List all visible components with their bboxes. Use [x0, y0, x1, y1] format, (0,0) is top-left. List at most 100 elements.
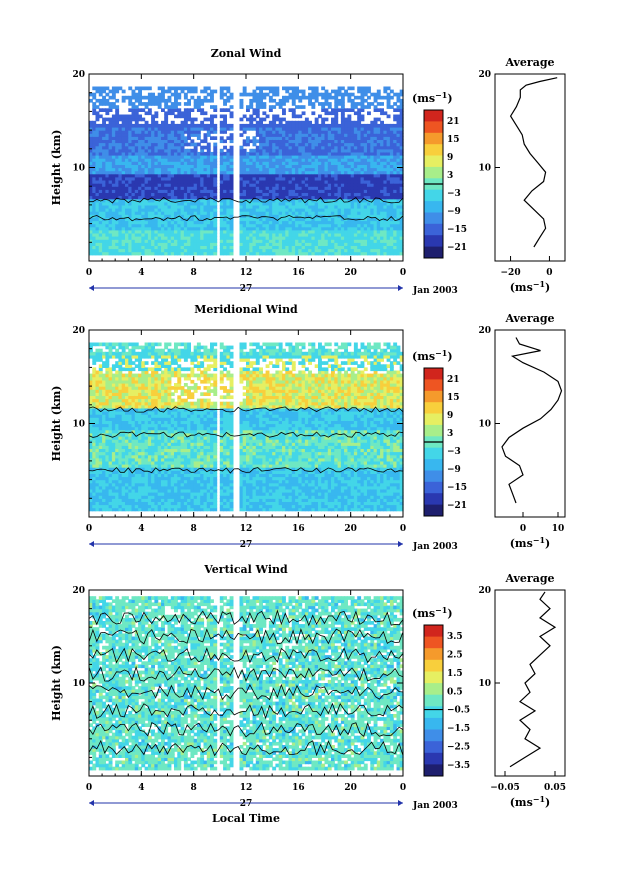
heatmap-cell — [128, 183, 133, 187]
heatmap-cell — [272, 130, 277, 134]
heatmap-cell — [246, 105, 250, 109]
heatmap-cell — [183, 236, 188, 240]
heatmap-cell — [229, 217, 234, 222]
heatmap-cell — [226, 251, 231, 256]
heatmap-cell — [164, 142, 169, 147]
heatmap-cell — [118, 117, 123, 122]
heatmap-cell — [164, 102, 169, 106]
heatmap-cell — [161, 183, 165, 187]
heatmap-cell — [295, 170, 299, 175]
heatmap-cell — [288, 139, 293, 144]
heatmap-cell — [111, 86, 116, 91]
heatmap-cell — [183, 151, 188, 156]
heatmap-cell — [203, 251, 208, 256]
heatmap-cell — [157, 192, 162, 197]
heatmap-cell — [288, 229, 293, 234]
heatmap-cell — [196, 242, 201, 246]
heatmap-cell — [239, 183, 244, 187]
heatmap-cell — [249, 155, 254, 159]
heatmap-cell — [157, 180, 162, 184]
heatmap-cell — [102, 139, 106, 144]
heatmap-cell — [121, 142, 126, 147]
heatmap-cell — [131, 195, 136, 200]
heatmap-cell — [223, 195, 227, 200]
heatmap-cell — [95, 183, 100, 187]
heatmap-cell — [249, 98, 254, 103]
heatmap-cell — [95, 192, 100, 197]
heatmap-cell — [239, 189, 244, 193]
heatmap-cell — [229, 201, 234, 206]
heatmap-cell — [268, 208, 273, 212]
heatmap-cell — [170, 136, 175, 140]
heatmap-cell — [304, 117, 309, 122]
heatmap-cell — [268, 148, 273, 153]
heatmap-cell — [262, 242, 267, 246]
heatmap-cell — [183, 183, 188, 187]
colorbar-swatch — [424, 212, 443, 225]
heatmap-cell — [174, 89, 178, 94]
heatmap-cell — [252, 245, 257, 250]
heatmap-cell — [219, 192, 224, 197]
heatmap-cell — [125, 180, 129, 184]
heatmap-cell — [262, 192, 267, 197]
heatmap-cell — [229, 136, 234, 140]
heatmap-cell — [242, 223, 247, 228]
heatmap-cell — [170, 139, 175, 144]
heatmap-cell — [282, 142, 286, 147]
heatmap-cell — [115, 211, 120, 215]
heatmap-cell — [255, 92, 260, 97]
heatmap-cell — [190, 208, 195, 212]
heatmap-cell — [180, 161, 185, 165]
heatmap-cell — [223, 123, 227, 128]
heatmap-cell — [105, 195, 110, 200]
heatmap-cell — [246, 139, 250, 144]
heatmap-cell — [213, 108, 218, 112]
heatmap-cell — [115, 133, 120, 137]
heatmap-cell — [161, 239, 165, 243]
heatmap-cell — [206, 123, 211, 128]
heatmap-cell — [125, 214, 129, 218]
heatmap-cell — [367, 86, 371, 91]
heatmap-cell — [134, 208, 139, 212]
heatmap-cell — [259, 105, 263, 109]
heatmap-cell — [223, 170, 227, 175]
heatmap-cell — [200, 186, 205, 190]
heatmap-cell — [115, 236, 120, 240]
heatmap-cell — [268, 170, 273, 175]
heatmap-cell — [249, 120, 254, 125]
heatmap-cell — [147, 232, 152, 237]
heatmap-cell — [138, 242, 142, 246]
heatmap-cell — [226, 180, 231, 184]
heatmap-cell — [134, 133, 139, 137]
heatmap-cell — [138, 142, 142, 147]
heatmap-cell — [295, 148, 299, 153]
heatmap-cell — [95, 236, 100, 240]
heatmap-cell — [92, 217, 97, 222]
heatmap-cell — [187, 127, 191, 131]
heatmap-cell — [190, 127, 195, 131]
heatmap-cell — [147, 145, 152, 150]
heatmap-cell — [223, 145, 227, 150]
heatmap-cell — [125, 158, 129, 162]
heatmap-cell — [111, 220, 116, 225]
heatmap-cell — [272, 229, 277, 234]
heatmap-cell — [111, 136, 116, 140]
heatmap-cell — [187, 239, 191, 243]
heatmap-cell — [259, 248, 263, 253]
heatmap-cell — [285, 176, 290, 181]
heatmap-cell — [157, 223, 162, 228]
heatmap-cell — [134, 223, 139, 228]
heatmap-cell — [272, 127, 277, 131]
heatmap-cell — [196, 136, 201, 140]
heatmap-cell — [268, 155, 273, 159]
heatmap-cell — [295, 217, 299, 222]
heatmap-cell — [268, 176, 273, 181]
heatmap-cell — [154, 161, 159, 165]
heatmap-cell — [295, 248, 299, 253]
heatmap-cell — [278, 236, 283, 240]
heatmap-cell — [268, 164, 273, 169]
heatmap-cell — [242, 195, 247, 200]
heatmap-cell — [285, 164, 290, 169]
heatmap-cell — [259, 214, 263, 218]
